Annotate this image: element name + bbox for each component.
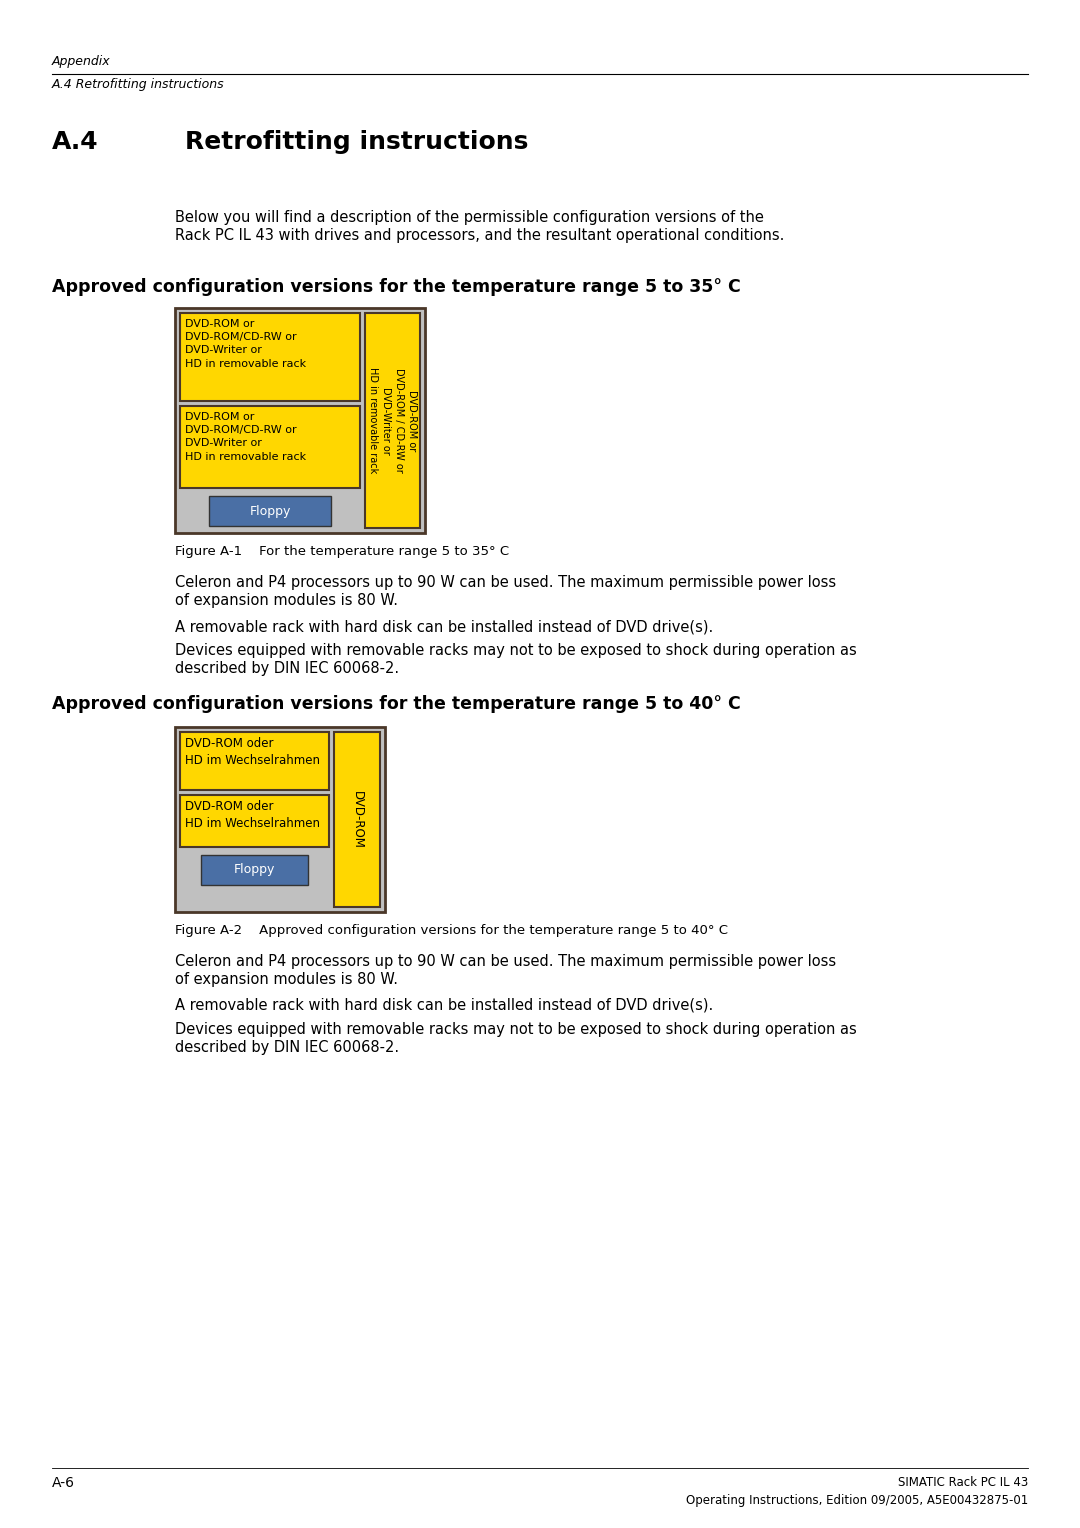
Text: Retrofitting instructions: Retrofitting instructions [185,130,528,154]
Text: Approved configuration versions for the temperature range 5 to 40° C: Approved configuration versions for the … [52,695,741,714]
Text: Celeron and P4 processors up to 90 W can be used. The maximum permissible power : Celeron and P4 processors up to 90 W can… [175,575,836,590]
Text: DVD-ROM: DVD-ROM [351,790,364,848]
Text: A removable rack with hard disk can be installed instead of DVD drive(s).: A removable rack with hard disk can be i… [175,998,713,1013]
Text: Approved configuration versions for the temperature range 5 to 35° C: Approved configuration versions for the … [52,278,741,296]
Bar [180,313,360,400]
Bar [365,313,420,529]
Text: Devices equipped with removable racks may not to be exposed to shock during oper: Devices equipped with removable racks ma… [175,1022,856,1038]
Text: Appendix: Appendix [52,55,110,69]
Text: DVD-ROM or
DVD-ROM/CD-RW or
DVD-Writer or
HD in removable rack: DVD-ROM or DVD-ROM/CD-RW or DVD-Writer o… [185,319,306,368]
Text: SIMATIC Rack PC IL 43
Operating Instructions, Edition 09/2005, A5E00432875-01: SIMATIC Rack PC IL 43 Operating Instruct… [686,1476,1028,1507]
Text: Devices equipped with removable racks may not to be exposed to shock during oper: Devices equipped with removable racks ma… [175,643,856,659]
Text: described by DIN IEC 60068-2.: described by DIN IEC 60068-2. [175,1041,400,1054]
Text: Floppy: Floppy [233,863,275,877]
Bar [201,856,308,885]
Text: A-6: A-6 [52,1476,75,1490]
Bar [180,732,329,790]
Text: Figure A-1    For the temperature range 5 to 35° C: Figure A-1 For the temperature range 5 t… [175,545,509,558]
Text: Rack PC IL 43 with drives and processors, and the resultant operational conditio: Rack PC IL 43 with drives and processors… [175,228,784,243]
Text: A.4: A.4 [52,130,98,154]
Text: DVD-ROM oder
HD im Wechselrahmen: DVD-ROM oder HD im Wechselrahmen [185,801,320,830]
Text: DVD-ROM or
DVD-ROM/CD-RW or
DVD-Writer or
HD in removable rack: DVD-ROM or DVD-ROM/CD-RW or DVD-Writer o… [185,413,306,461]
Text: described by DIN IEC 60068-2.: described by DIN IEC 60068-2. [175,662,400,675]
Text: A removable rack with hard disk can be installed instead of DVD drive(s).: A removable rack with hard disk can be i… [175,619,713,634]
Text: Figure A-2    Approved configuration versions for the temperature range 5 to 40°: Figure A-2 Approved configuration versio… [175,924,728,937]
Text: of expansion modules is 80 W.: of expansion modules is 80 W. [175,593,399,608]
Bar [180,406,360,487]
Text: Below you will find a description of the permissible configuration versions of t: Below you will find a description of the… [175,209,764,225]
Text: Celeron and P4 processors up to 90 W can be used. The maximum permissible power : Celeron and P4 processors up to 90 W can… [175,953,836,969]
Bar [180,795,329,847]
Text: DVD-ROM or
DVD-ROM / CD-RW or
DVD-Writer or
HD in removable rack: DVD-ROM or DVD-ROM / CD-RW or DVD-Writer… [368,367,417,474]
Bar [208,497,332,526]
Bar [175,309,426,533]
Bar [175,727,384,912]
Text: A.4 Retrofitting instructions: A.4 Retrofitting instructions [52,78,225,92]
Text: of expansion modules is 80 W.: of expansion modules is 80 W. [175,972,399,987]
Text: DVD-ROM oder
HD im Wechselrahmen: DVD-ROM oder HD im Wechselrahmen [185,736,320,767]
Text: Floppy: Floppy [249,504,291,518]
Bar [334,732,380,908]
